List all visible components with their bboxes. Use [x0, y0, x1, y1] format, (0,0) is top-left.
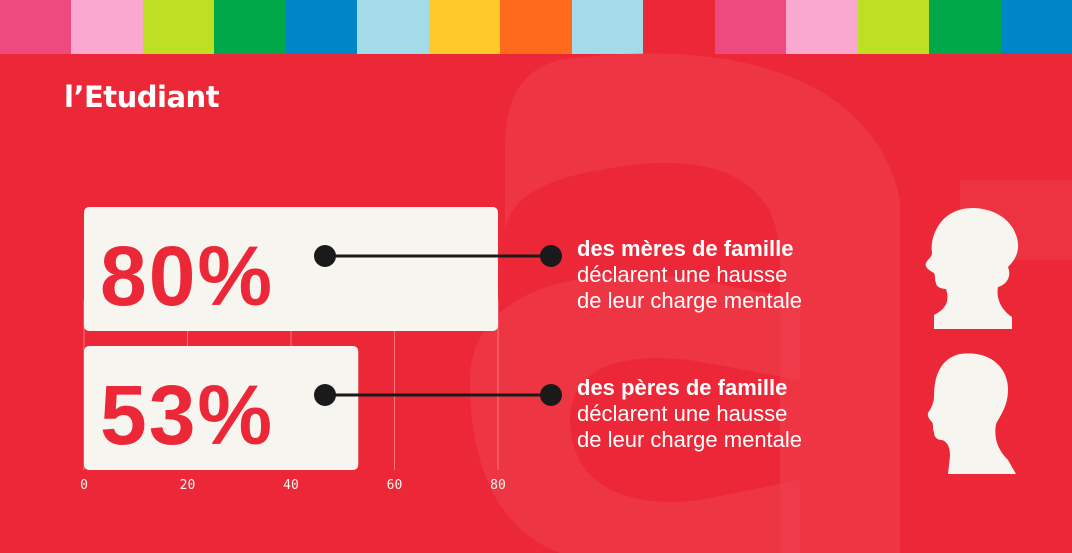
connector-dot-right-1: [540, 384, 562, 406]
x-tick-label-40: 40: [283, 478, 299, 493]
color-stripe-9: [643, 0, 715, 54]
color-stripe-1: [71, 0, 143, 54]
bar-1: [84, 346, 359, 470]
color-stripe-2: [142, 0, 215, 54]
color-stripe-10: [714, 0, 787, 54]
color-stripe-banner: [0, 0, 1072, 54]
connector-dot-left-1: [314, 384, 336, 406]
bar-0: [84, 207, 498, 331]
description-mothers-line2: de leur charge mentale: [577, 288, 803, 313]
value-label-0: 80%: [100, 229, 274, 323]
color-stripe-13: [929, 0, 1001, 54]
man-silhouette-icon: [927, 353, 1016, 474]
color-stripe-3: [214, 0, 286, 54]
color-stripe-14: [1000, 0, 1072, 54]
brand-logo[interactable]: l’Etudiant: [64, 80, 220, 114]
description-mothers: des mères de famille déclarent une hauss…: [577, 236, 802, 314]
color-stripe-6: [428, 0, 501, 54]
description-mothers-bold: des mères de famille: [577, 236, 794, 261]
color-stripe-8: [571, 0, 644, 54]
connector-dot-right-0: [540, 245, 562, 267]
value-label-1: 53%: [100, 368, 274, 462]
x-tick-label-60: 60: [387, 478, 403, 493]
description-mothers-line1: déclarent une hausse: [577, 262, 788, 287]
color-stripe-12: [857, 0, 930, 54]
description-fathers: des pères de famille déclarent une hauss…: [577, 375, 802, 453]
x-tick-label-20: 20: [180, 478, 196, 493]
color-stripe-5: [357, 0, 429, 54]
x-tick-label-80: 80: [490, 478, 506, 493]
woman-silhouette-icon: [925, 208, 1019, 329]
description-fathers-line1: déclarent une hausse: [577, 401, 788, 426]
description-fathers-line2: de leur charge mentale: [577, 427, 803, 452]
color-stripe-7: [500, 0, 572, 54]
description-fathers-bold: des pères de famille: [577, 375, 788, 400]
color-stripe-11: [786, 0, 858, 54]
color-stripe-0: [0, 0, 72, 54]
connector-dot-left-0: [314, 245, 336, 267]
x-tick-label-0: 0: [80, 478, 88, 493]
color-stripe-4: [285, 0, 358, 54]
